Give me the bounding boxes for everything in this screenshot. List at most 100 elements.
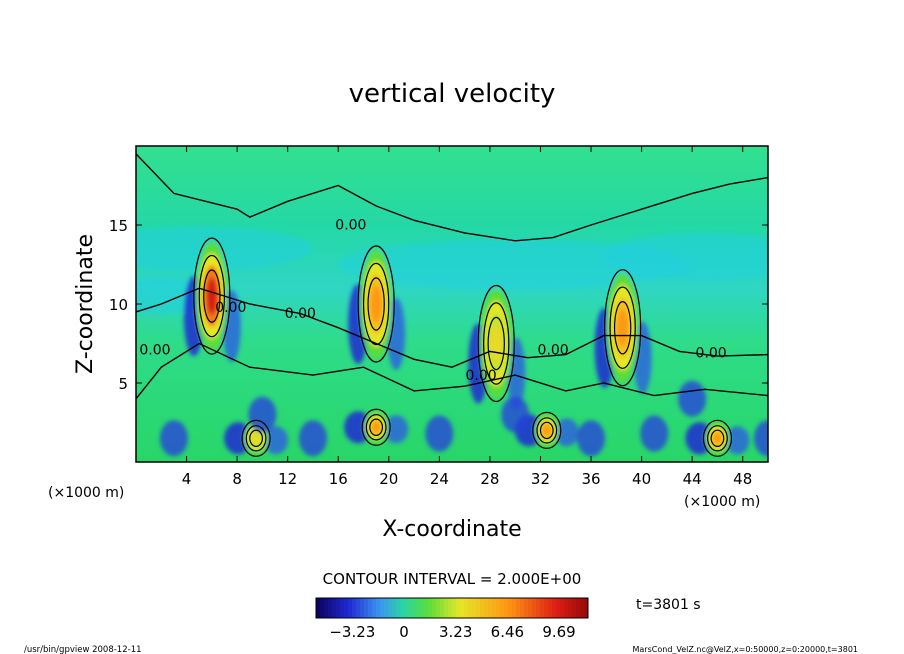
- updraft-cell: [542, 424, 551, 436]
- colorbar-swatch: [580, 598, 585, 618]
- colorbar-swatch: [396, 598, 401, 618]
- downdraft-cell: [754, 420, 768, 457]
- colorbar-swatch: [556, 598, 561, 618]
- source-label: MarsCond_VelZ.nc@VelZ,x=0:50000,z=0:2000…: [633, 645, 859, 654]
- contour-ring: [477, 284, 515, 403]
- colorbar-swatch: [504, 598, 509, 618]
- colorbar-swatch: [492, 598, 497, 618]
- y-tick-label: 5: [118, 375, 128, 393]
- colorbar-swatch: [476, 598, 481, 618]
- downdraft-cell: [224, 422, 253, 455]
- field-background: [136, 146, 768, 462]
- colorbar-swatch: [376, 598, 381, 618]
- colorbar-swatch: [528, 598, 533, 618]
- x-tick-label: 36: [581, 470, 600, 488]
- downdraft-cell: [344, 411, 373, 444]
- colorbar-swatch: [432, 598, 437, 618]
- y-tick-label: 15: [109, 217, 128, 235]
- x-unit-right: (×1000 m): [684, 494, 760, 510]
- colorbar-swatch: [544, 598, 549, 618]
- updraft-cell: [370, 285, 382, 323]
- colorbar-swatch: [392, 598, 397, 618]
- contour-ring: [203, 269, 221, 323]
- x-tick-label: 12: [278, 470, 297, 488]
- x-tick-label: 20: [379, 470, 398, 488]
- colorbar-swatch: [360, 598, 365, 618]
- updraft-cell: [251, 432, 261, 444]
- colorbar-swatch: [428, 598, 433, 618]
- field-cell: [136, 226, 313, 271]
- contour-line: [136, 287, 768, 368]
- colorbar-swatch: [332, 598, 337, 618]
- contour-ring: [539, 421, 554, 440]
- colorbar-swatch: [552, 598, 557, 618]
- updraft-cell: [372, 421, 381, 433]
- field-cell: [338, 239, 693, 290]
- downdraft-cell: [159, 420, 188, 457]
- contour-interval-text: CONTOUR INTERVAL = 2.000E+00: [323, 570, 582, 588]
- colorbar-swatch: [460, 598, 465, 618]
- colorbar-swatch: [568, 598, 573, 618]
- contour-ring: [710, 429, 725, 447]
- colorbar-swatch: [484, 598, 489, 618]
- x-tick-label: 8: [232, 470, 242, 488]
- contour-line: [136, 342, 768, 400]
- downdraft-cell: [577, 420, 606, 457]
- colorbar-swatch: [572, 598, 577, 618]
- contour-label: 0.00: [285, 306, 316, 322]
- contour-ring: [241, 419, 271, 457]
- contour-ring: [249, 429, 263, 447]
- contour-label: 0.00: [696, 346, 727, 362]
- colorbar-swatch: [444, 598, 449, 618]
- colorbar-swatch: [564, 598, 569, 618]
- contour-ring: [369, 418, 384, 436]
- colorbar-swatch: [472, 598, 477, 618]
- colorbar-swatch: [400, 598, 405, 618]
- colorbar-swatch: [324, 598, 329, 618]
- downdraft-cell: [248, 396, 277, 433]
- colorbar-swatch: [512, 598, 517, 618]
- contour-label: 0.00: [335, 218, 366, 234]
- colorbar-swatch: [436, 598, 441, 618]
- colorbar-swatch: [536, 598, 541, 618]
- x-tick-label: 4: [182, 470, 192, 488]
- colorbar-swatch: [372, 598, 377, 618]
- colorbar-ticks: −3.23 0 3.23 6.46 9.69: [329, 623, 575, 641]
- colorbar-tick-label: 3.23: [439, 623, 472, 641]
- y-axis-label: Z-coordinate: [73, 234, 98, 374]
- colorbar: −3.23 0 3.23 6.46 9.69: [315, 597, 589, 641]
- colorbar-swatch: [440, 598, 445, 618]
- contour-line: [136, 153, 768, 242]
- colorbar-swatch: [352, 598, 357, 618]
- colorbar-swatches: [316, 598, 589, 618]
- updraft-cell: [713, 432, 722, 444]
- colorbar-tick-label: −3.23: [329, 623, 375, 641]
- colorbar-swatch: [420, 598, 425, 618]
- colorbar-swatch: [404, 598, 409, 618]
- x-tick-label: 48: [733, 470, 752, 488]
- colorbar-swatch: [464, 598, 469, 618]
- colorbar-swatch: [576, 598, 581, 618]
- colorbar-swatch: [356, 598, 361, 618]
- contour-ring: [532, 411, 562, 449]
- colorbar-swatch: [548, 598, 553, 618]
- x-tick-label: 16: [329, 470, 348, 488]
- colorbar-swatch: [408, 598, 413, 618]
- time-label: t=3801 s: [636, 597, 701, 613]
- contour-label: 0.00: [465, 368, 496, 384]
- contour-ring: [198, 254, 226, 338]
- colorbar-swatch: [516, 598, 521, 618]
- colorbar-swatch: [380, 598, 385, 618]
- colorbar-swatch: [384, 598, 389, 618]
- contour-ring: [613, 301, 632, 355]
- colorbar-swatch: [452, 598, 457, 618]
- colorbar-swatch: [316, 598, 321, 618]
- colorbar-swatch: [416, 598, 421, 618]
- colorbar-swatch: [500, 598, 505, 618]
- x-tick-label: 24: [430, 470, 449, 488]
- colorbar-swatch: [340, 598, 345, 618]
- contour-ring: [367, 277, 385, 331]
- colorbar-swatch: [524, 598, 529, 618]
- colorbar-swatch: [328, 598, 333, 618]
- colorbar-swatch: [344, 598, 349, 618]
